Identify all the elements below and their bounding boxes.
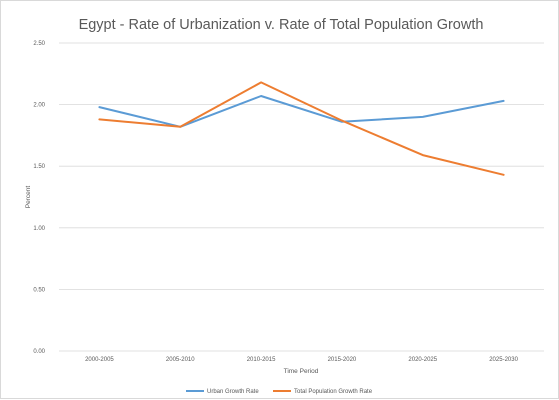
x-tick-label: 2020-2025	[408, 357, 437, 363]
y-tick-label: 2.00	[33, 103, 45, 109]
legend-label: Total Population Growth Rate	[294, 389, 373, 395]
y-tick-label: 0.50	[33, 287, 45, 293]
y-tick-label: 0.00	[33, 349, 45, 355]
x-tick-label: 2010-2015	[247, 357, 276, 363]
chart-title: Egypt - Rate of Urbanization v. Rate of …	[79, 17, 484, 33]
series-lines	[99, 82, 503, 175]
legend: Urban Growth Rate Total Population Growth…	[186, 389, 373, 395]
series-line-1	[99, 82, 503, 174]
x-axis-title: Time Period	[284, 368, 319, 375]
x-tick-label: 2015-2020	[328, 357, 357, 363]
y-axis-title: Percent	[25, 186, 32, 209]
y-tick-label: 2.50	[33, 41, 45, 47]
y-tick-label: 1.50	[33, 164, 45, 170]
gridlines	[59, 43, 544, 351]
x-tick-label: 2025-2030	[489, 357, 518, 363]
y-tick-label: 1.00	[33, 226, 45, 232]
y-axis-ticks: 0.00 0.50 1.00 1.50 2.00 2.50	[33, 41, 45, 355]
legend-label: Urban Growth Rate	[207, 389, 259, 395]
x-tick-label: 2000-2005	[85, 357, 114, 363]
x-tick-label: 2005-2010	[166, 357, 195, 363]
x-axis-ticks: 2000-2005 2005-2010 2010-2015 2015-2020 2020…	[85, 357, 519, 363]
